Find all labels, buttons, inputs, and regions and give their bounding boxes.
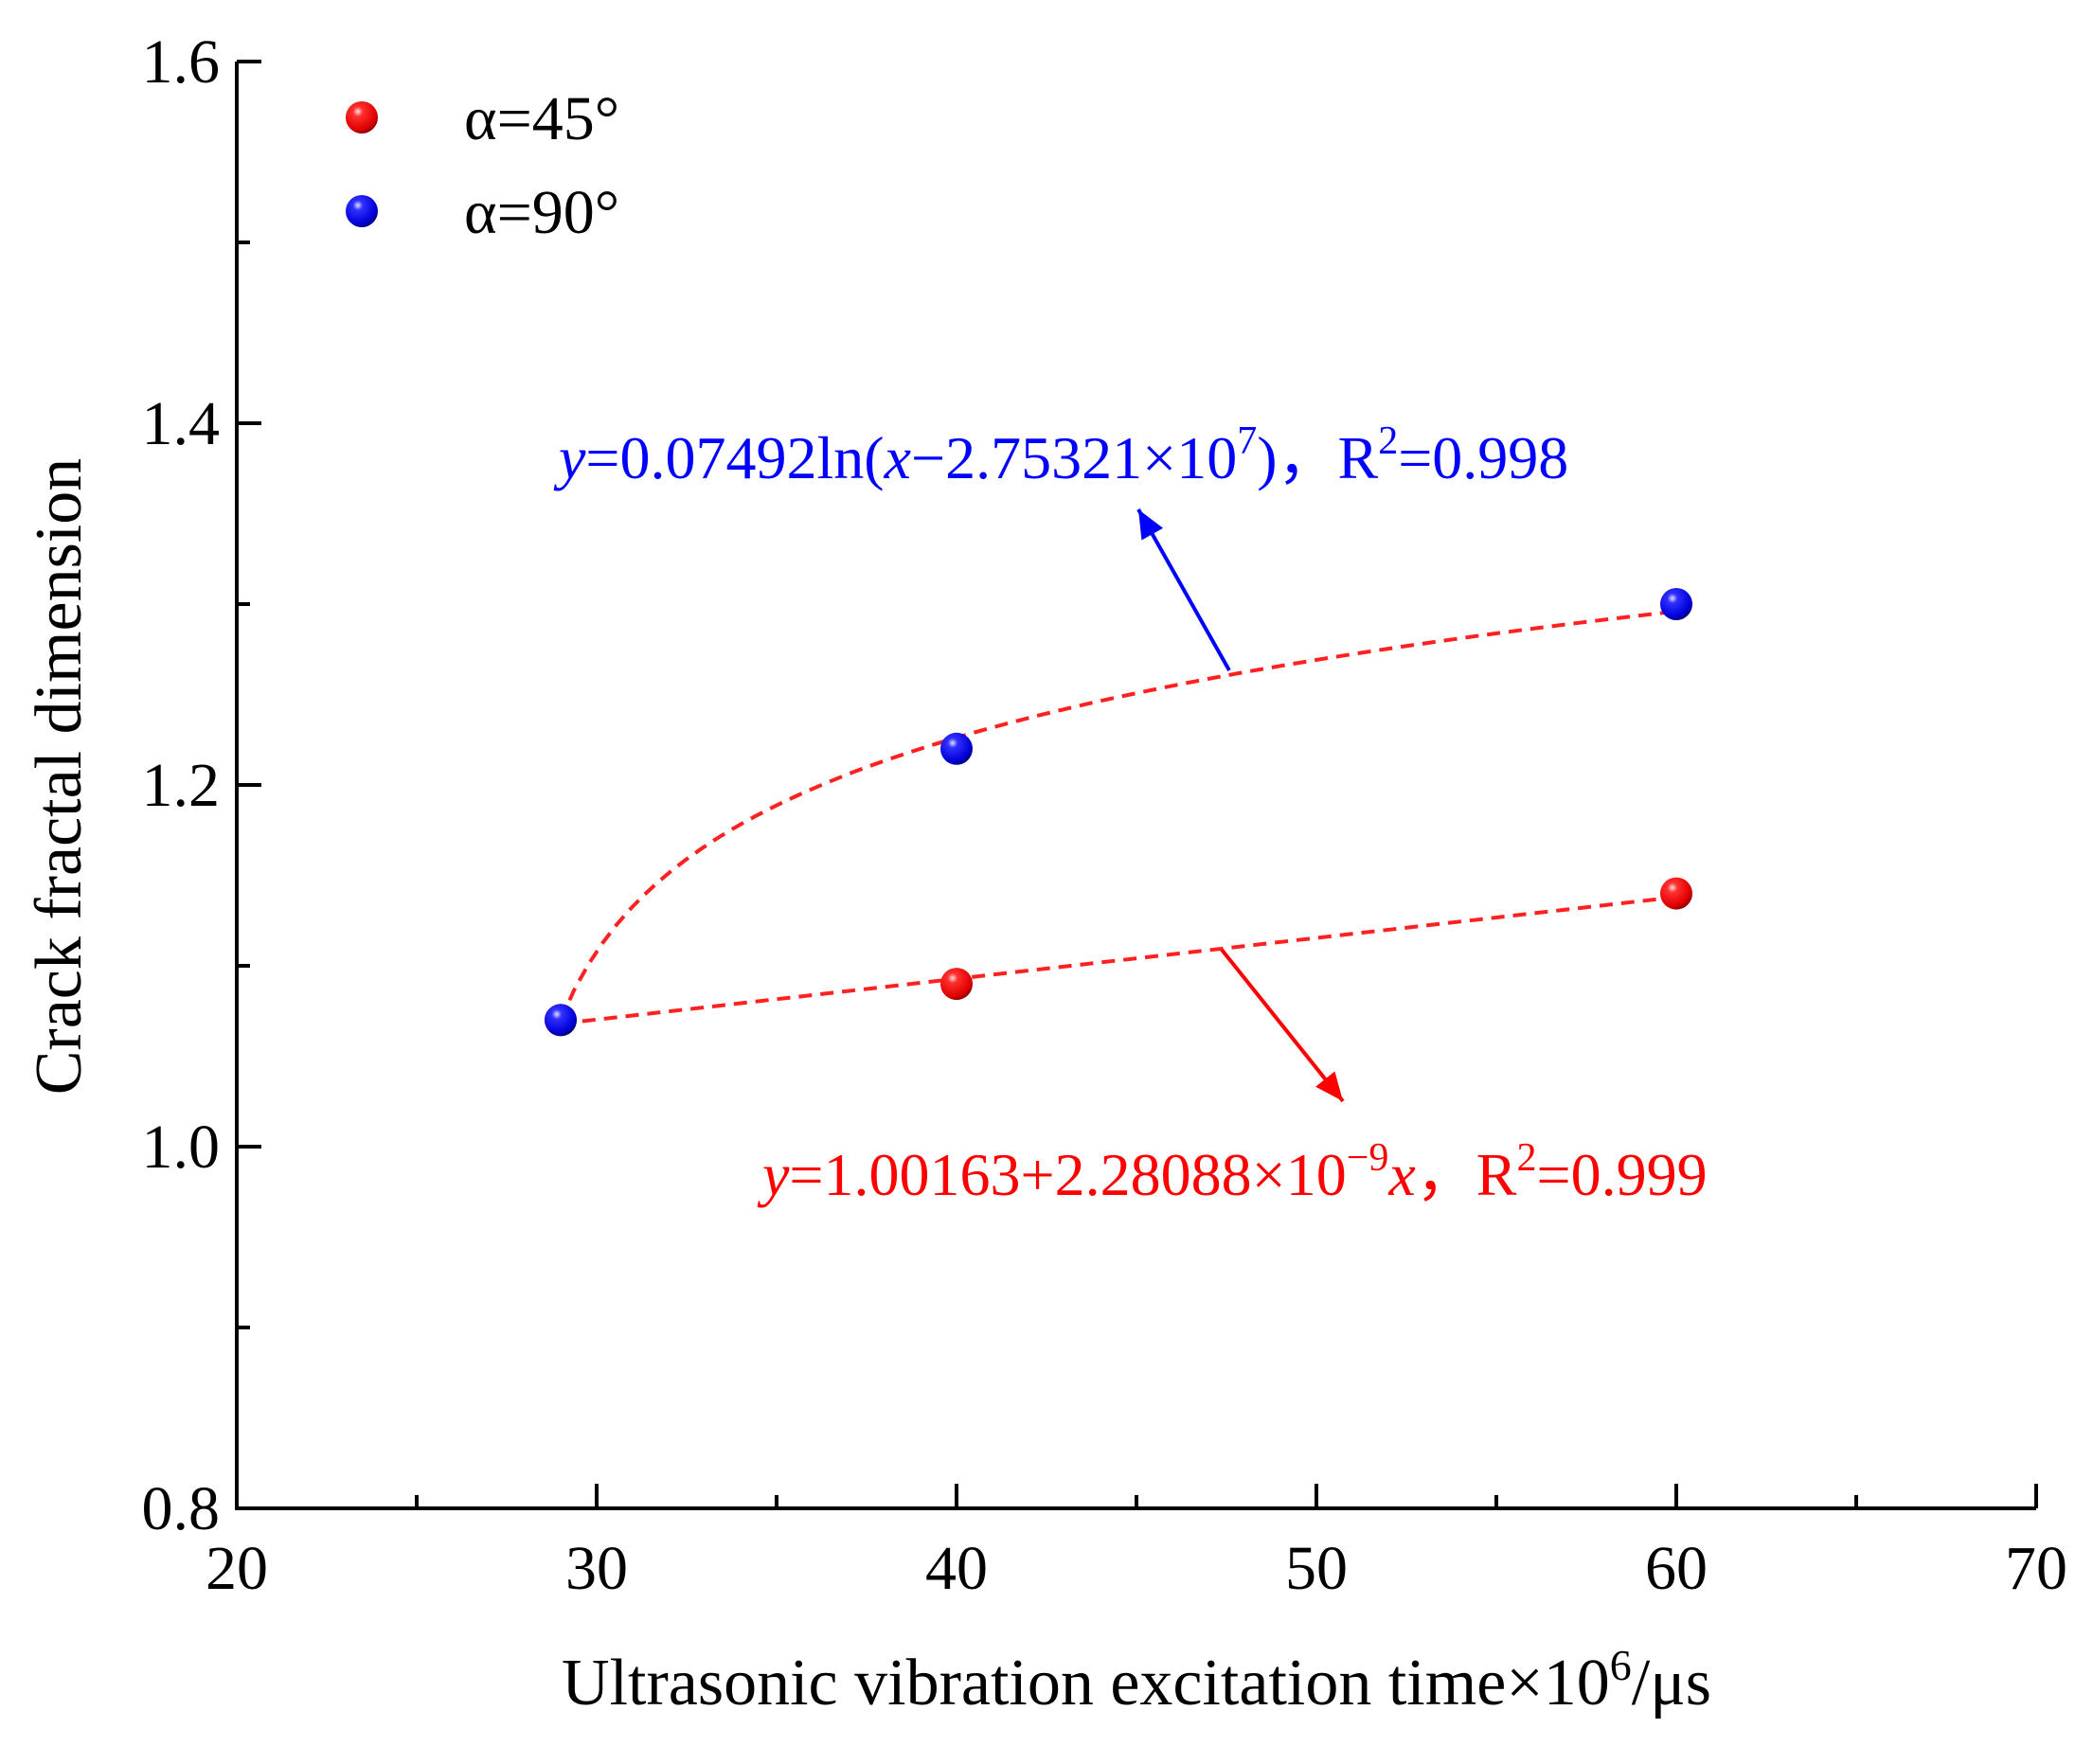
y-tick-label: 0.8 [142,1474,221,1543]
equation-alpha90-part: )，R [1257,424,1378,491]
arrow-alpha45-head [1315,1071,1343,1101]
data-point-alpha45 [940,968,973,1001]
y-tick-label: 1.2 [142,751,221,820]
equation-alpha45: y=1.00163+2.28088×10−9x，R2=0.999 [757,1136,1708,1208]
equation-alpha45-part: =0.999 [1536,1141,1707,1208]
y-axis-title: Crack fractal dimension [23,458,96,1096]
equation-alpha45-part: y [757,1141,790,1208]
x-tick-label: 50 [1285,1534,1348,1603]
equation-alpha90-part: y [553,424,586,491]
equation-alpha90-part: 2 [1378,419,1398,463]
equation-alpha45-part: =1.00163+2.28088×10 [789,1141,1346,1208]
x-axis-title-sup: 6 [1610,1641,1632,1689]
arrow-alpha45-shaft [1220,948,1345,1103]
x-axis-title: Ultrasonic vibration excitation time×106… [562,1641,1711,1719]
equation-alpha45-part: x [1387,1141,1415,1208]
data-point-alpha45 [1660,877,1692,910]
x-axis-title-unit: /μs [1632,1647,1711,1719]
annotations: y=0.07492ln(x−2.75321×107)，R2=0.998y=1.0… [553,419,1708,1208]
x-tick-label: 60 [1645,1534,1708,1603]
fit-line-alpha45 [560,895,1677,1026]
arrow-alpha90-head [1138,509,1164,541]
legend-label-alpha90: α=90° [464,178,619,247]
x-tick-label: 70 [2005,1534,2067,1603]
data-point-alpha90 [1660,588,1692,620]
equation-alpha90-part: −2.75321×10 [911,424,1237,491]
legend: α=45° α=90° [346,84,619,247]
y-tick-label: 1.0 [142,1113,221,1182]
y-tick-label: 1.6 [142,27,221,97]
equation-alpha90-part: 7 [1237,419,1257,463]
fit-lines [559,609,1677,1026]
x-axis-title-main: Ultrasonic vibration excitation time×10 [562,1647,1610,1719]
x-tick-label: 20 [206,1534,268,1603]
equation-alpha90: y=0.07492ln(x−2.75321×107)，R2=0.998 [553,419,1568,491]
data-points [545,588,1692,1037]
data-point-alpha90 [545,1004,577,1037]
x-tick-label: 30 [565,1534,628,1603]
legend-label-alpha45: α=45° [464,84,619,153]
equation-alpha45-part: −9 [1347,1136,1389,1180]
data-point-alpha90 [940,732,973,765]
equation-alpha90-part: =0.07492ln( [585,424,884,491]
y-tick-label: 1.4 [142,389,221,458]
equation-alpha45-part: ，R [1416,1141,1517,1208]
equation-alpha45-part: 2 [1516,1136,1536,1180]
equation-alpha90-part: =0.998 [1398,424,1568,491]
legend-marker-alpha90 [346,195,378,227]
fit-line-alpha90 [559,609,1677,1022]
x-tick-label: 40 [925,1534,988,1603]
arrow-alpha90-shaft [1136,508,1231,671]
legend-marker-alpha45 [346,101,378,134]
equation-alpha90-part: x [884,424,911,491]
axes: 20 30 40 50 60 70 0.8 1.0 1.2 1.4 1.6 [142,27,2068,1603]
